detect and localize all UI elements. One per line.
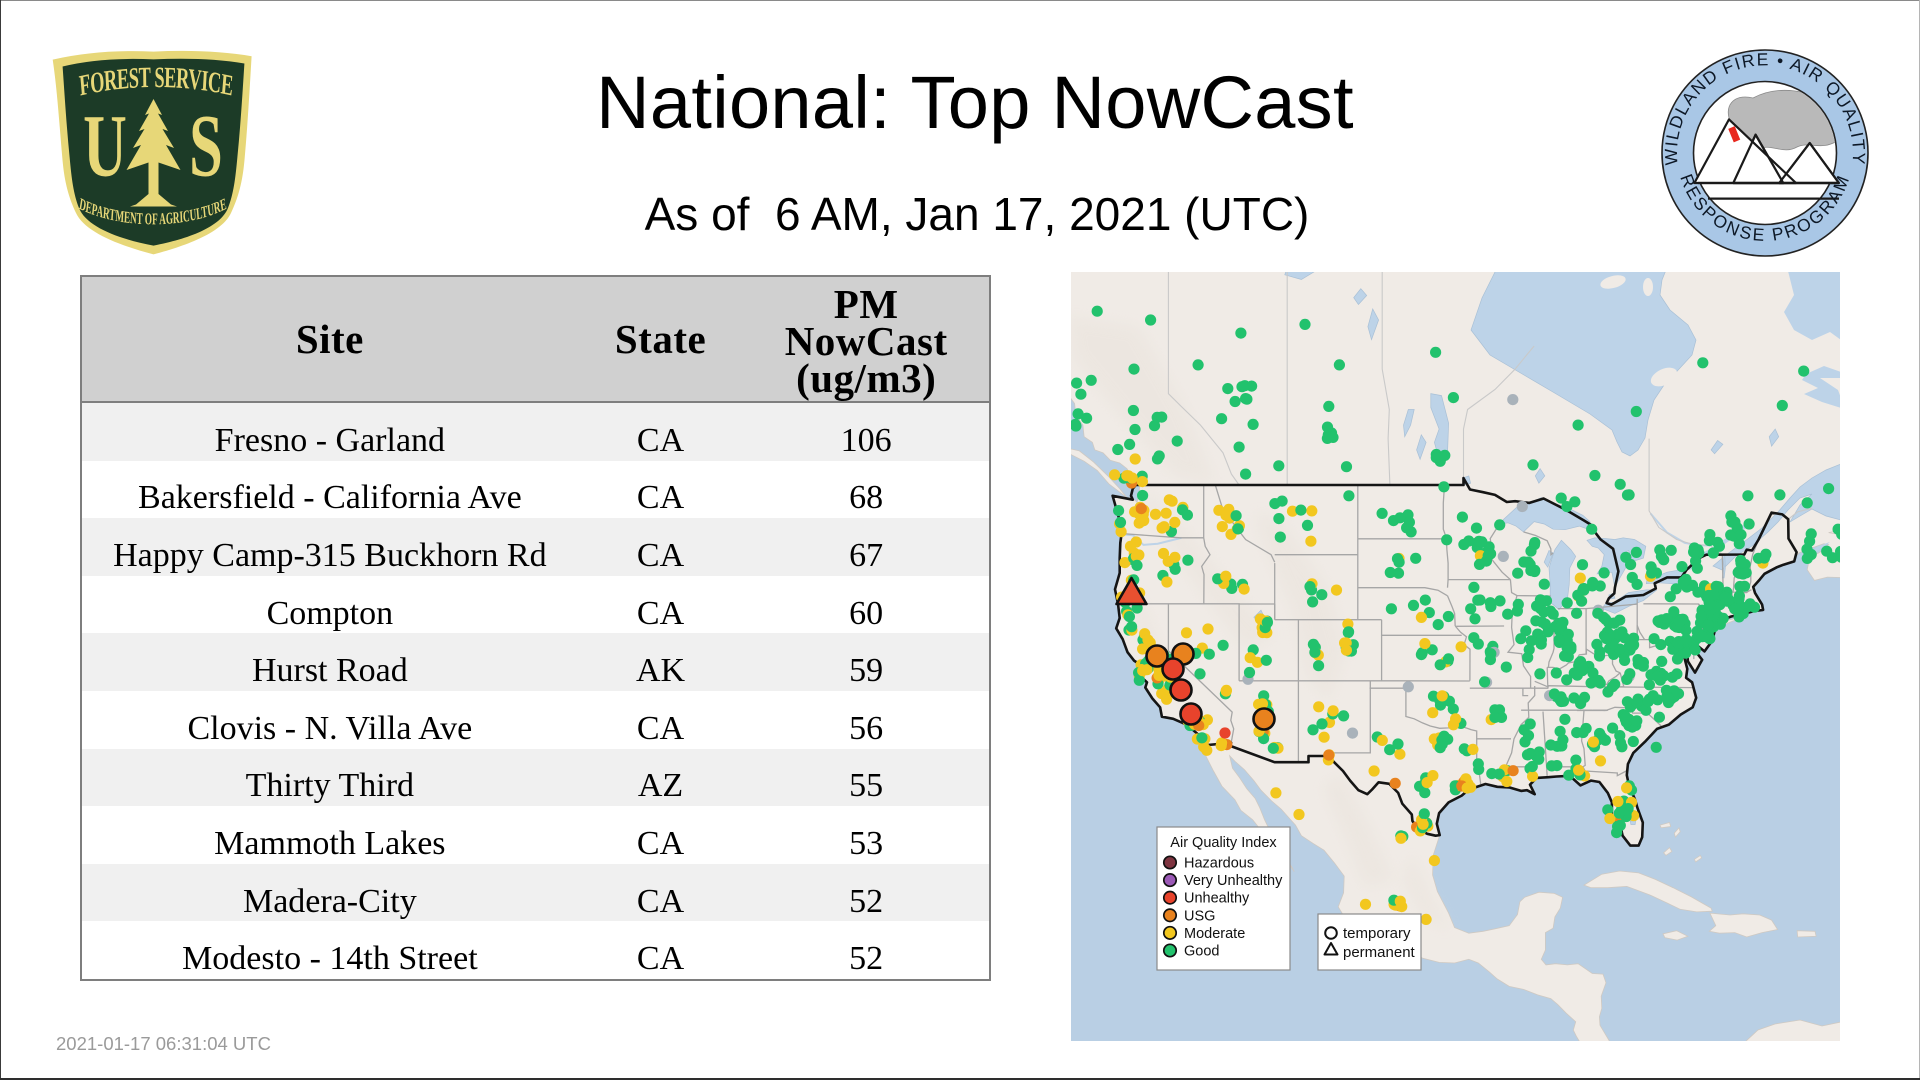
svg-text:Air Quality Index: Air Quality Index <box>1170 835 1277 851</box>
svg-text:temporary: temporary <box>1343 925 1411 942</box>
svg-text:Unhealthy: Unhealthy <box>1184 891 1250 907</box>
svg-text:Moderate: Moderate <box>1184 926 1245 942</box>
svg-text:permanent: permanent <box>1343 944 1416 961</box>
svg-text:Hazardous: Hazardous <box>1184 856 1254 872</box>
svg-text:Good: Good <box>1184 944 1219 960</box>
svg-text:S: S <box>189 97 223 195</box>
svg-text:U: U <box>83 97 127 195</box>
svg-text:Very Unhealthy: Very Unhealthy <box>1184 873 1283 889</box>
svg-text:USG: USG <box>1184 908 1215 924</box>
